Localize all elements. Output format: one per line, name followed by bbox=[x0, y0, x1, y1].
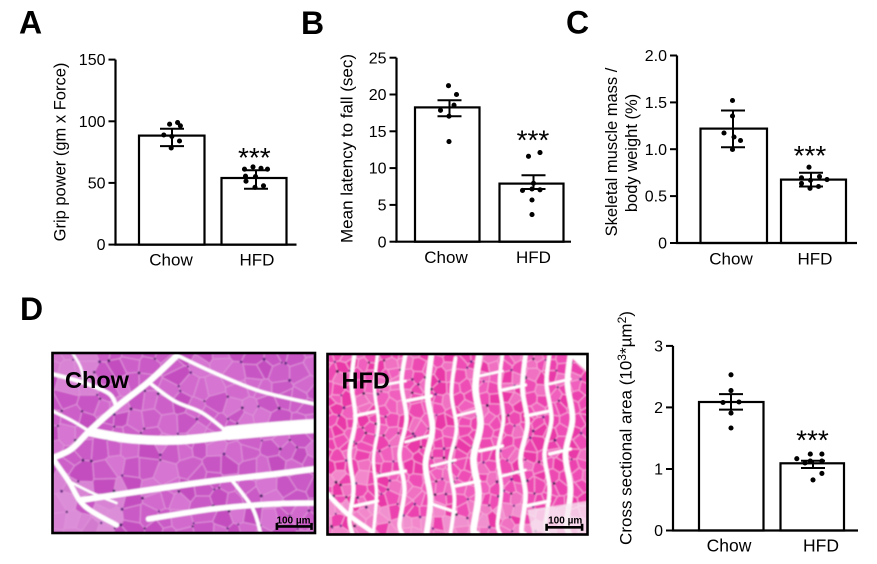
svg-text:50: 50 bbox=[88, 176, 106, 193]
svg-text:1.0: 1.0 bbox=[645, 142, 667, 159]
svg-text:C: C bbox=[566, 5, 589, 41]
svg-text:***: *** bbox=[517, 125, 550, 156]
svg-text:HFD: HFD bbox=[342, 368, 390, 394]
svg-text:0: 0 bbox=[654, 523, 663, 540]
svg-text:Chow: Chow bbox=[707, 536, 752, 556]
svg-text:2: 2 bbox=[654, 400, 663, 417]
svg-text:10: 10 bbox=[369, 161, 387, 178]
svg-text:0: 0 bbox=[378, 234, 387, 251]
svg-text:Chow: Chow bbox=[424, 248, 468, 267]
svg-text:Cross sectional area (103*µm2): Cross sectional area (103*µm2) bbox=[615, 311, 636, 545]
svg-text:A: A bbox=[19, 5, 42, 41]
svg-text:100 µm: 100 µm bbox=[276, 516, 310, 527]
svg-text:HFD: HFD bbox=[798, 250, 833, 269]
svg-text:HFD: HFD bbox=[516, 248, 551, 267]
svg-text:0: 0 bbox=[97, 237, 106, 254]
svg-text:Chow: Chow bbox=[709, 250, 753, 269]
svg-text:0: 0 bbox=[658, 236, 667, 253]
svg-text:B: B bbox=[301, 5, 324, 41]
svg-text:Chow: Chow bbox=[149, 251, 193, 270]
svg-text:20: 20 bbox=[369, 87, 387, 104]
svg-text:150: 150 bbox=[79, 52, 106, 69]
svg-text:body weight (%): body weight (%) bbox=[623, 94, 641, 212]
svg-text:***: *** bbox=[796, 425, 829, 456]
svg-text:Skeletal muscle mass /: Skeletal muscle mass / bbox=[603, 67, 621, 236]
svg-text:100: 100 bbox=[79, 114, 106, 131]
svg-text:3: 3 bbox=[654, 339, 663, 356]
svg-text:D: D bbox=[20, 291, 43, 327]
svg-text:1.5: 1.5 bbox=[645, 95, 667, 112]
svg-text:***: *** bbox=[794, 140, 827, 171]
svg-text:2.0: 2.0 bbox=[645, 48, 667, 65]
svg-text:0.5: 0.5 bbox=[645, 189, 667, 206]
svg-text:Chow: Chow bbox=[65, 367, 130, 393]
svg-text:25: 25 bbox=[369, 50, 387, 67]
svg-text:HFD: HFD bbox=[240, 251, 275, 270]
svg-text:Grip power (gm x Force): Grip power (gm x Force) bbox=[51, 63, 69, 242]
svg-text:***: *** bbox=[238, 142, 271, 173]
svg-text:1: 1 bbox=[654, 462, 663, 479]
svg-text:HFD: HFD bbox=[803, 536, 839, 556]
svg-text:15: 15 bbox=[369, 124, 387, 141]
svg-text:5: 5 bbox=[378, 198, 387, 215]
svg-text:Mean latency to fall (sec): Mean latency to fall (sec) bbox=[337, 54, 356, 243]
svg-text:100 µm: 100 µm bbox=[548, 516, 582, 527]
